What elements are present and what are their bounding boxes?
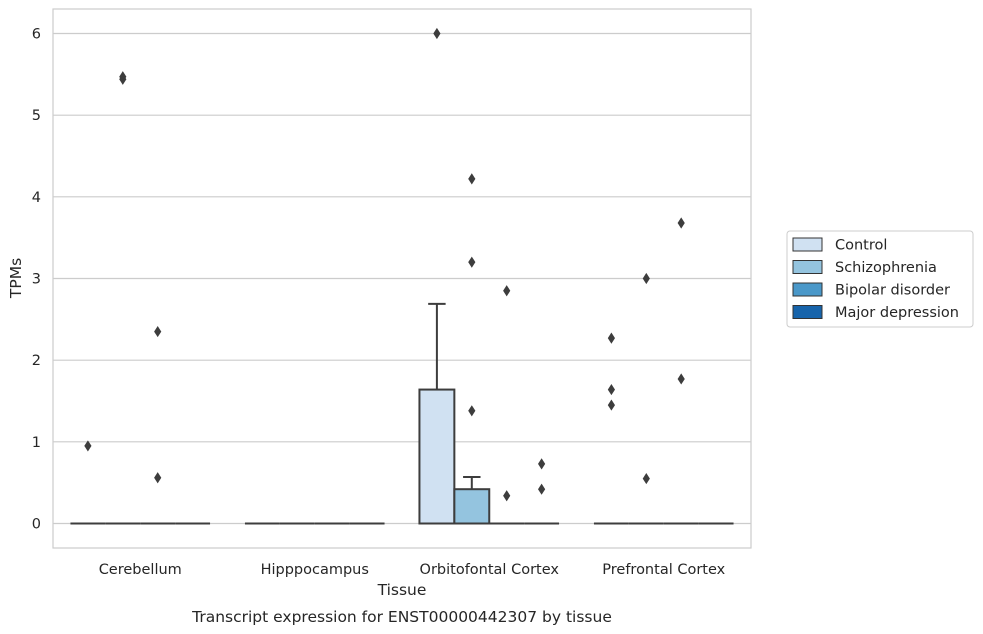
box-bipolar-disorder xyxy=(489,285,525,525)
box-control xyxy=(70,440,106,525)
box-control xyxy=(418,27,456,525)
plot-area-frame xyxy=(52,8,752,549)
x-tick-labels: Cerebellum Hipppocampus Orbitofontal Corte… xyxy=(99,562,726,578)
box-schizophrenia xyxy=(628,272,664,525)
outlier-point xyxy=(154,472,162,484)
outlier-point xyxy=(607,383,615,396)
outlier-point xyxy=(503,285,511,297)
y-axis-label: TPMs xyxy=(7,258,25,299)
grid-lines xyxy=(53,32,751,525)
legend: Control Schizophrenia Bipolar disorder Majo… xyxy=(786,230,974,328)
x-tick-label: Orbitofontal Cortex xyxy=(420,562,560,578)
legend-label: Schizophrenia xyxy=(835,260,937,276)
outlier-point xyxy=(677,217,685,229)
x-axis-label: Tissue xyxy=(377,581,427,599)
outlier-point xyxy=(119,73,127,85)
box-bipolar-disorder xyxy=(140,325,176,525)
legend-frame xyxy=(786,230,974,328)
outlier-point xyxy=(607,399,615,411)
legend-swatch xyxy=(792,282,823,297)
legend-swatch xyxy=(792,305,823,319)
outlier-point xyxy=(433,27,441,40)
legend-label: Bipolar disorder xyxy=(835,283,950,299)
legend-label: Control xyxy=(835,238,887,254)
legend-swatch xyxy=(792,237,823,252)
box-major-depression xyxy=(524,458,560,525)
outlier-point xyxy=(642,272,650,285)
box-schizophrenia xyxy=(105,71,141,525)
box-bipolar-disorder xyxy=(663,217,699,525)
y-tick-label: 5 xyxy=(32,108,41,124)
outlier-point xyxy=(468,405,476,417)
legend-label: Major depression xyxy=(835,305,959,321)
outlier-point xyxy=(677,373,685,385)
y-tick-labels: 0 1 2 3 4 5 6 xyxy=(32,27,41,533)
outlier-point xyxy=(468,256,476,268)
outlier-point xyxy=(84,440,92,452)
y-tick-label: 4 xyxy=(32,190,41,206)
legend-swatch xyxy=(792,260,823,274)
box-plots xyxy=(70,27,734,525)
y-tick-label: 3 xyxy=(32,272,41,288)
x-tick-label: Cerebellum xyxy=(99,562,182,578)
outlier-point xyxy=(468,173,476,185)
box-schizophrenia xyxy=(453,173,491,525)
box-iqr xyxy=(453,488,491,525)
outlier-point xyxy=(607,332,615,344)
box-control xyxy=(593,332,629,525)
y-tick-label: 1 xyxy=(32,435,41,451)
box-iqr xyxy=(418,388,456,525)
x-tick-label: Hipppocampus xyxy=(261,562,369,578)
outlier-point xyxy=(154,325,162,338)
x-tick-label: Prefrontal Cortex xyxy=(602,562,725,578)
chart-caption: Transcript expression for ENST0000044230… xyxy=(191,608,612,626)
outlier-point xyxy=(642,472,650,485)
y-tick-label: 0 xyxy=(32,517,41,533)
outlier-point xyxy=(538,483,546,495)
y-tick-label: 6 xyxy=(32,27,41,43)
outlier-point xyxy=(503,490,511,502)
outlier-point xyxy=(538,458,546,470)
y-tick-label: 2 xyxy=(32,353,41,369)
